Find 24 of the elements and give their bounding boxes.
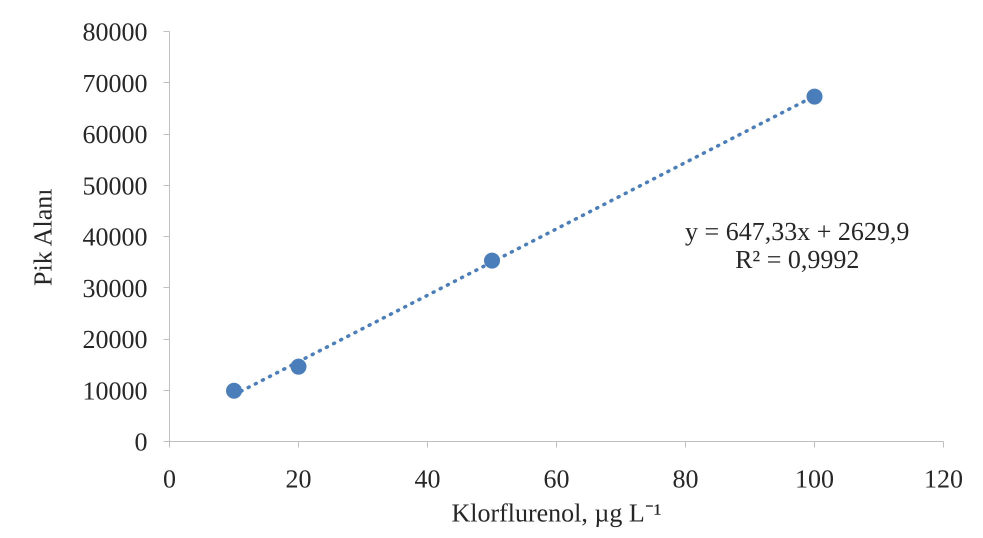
x-tick-label: 100 [795,464,834,494]
y-tick-label: 20000 [82,325,148,354]
y-tick-label: 40000 [82,222,148,252]
point [290,358,306,375]
annotation: R² = 0,9992 [735,244,860,274]
y-tick-label: 60000 [82,120,148,149]
point [484,252,500,269]
y-tick-label: 70000 [82,68,148,98]
x-tick-label: 40 [414,464,440,494]
x-tick-label: 20 [286,464,312,494]
x-tick-label: 0 [163,464,176,494]
y-tick-label: 0 [134,428,148,456]
annotation: y = 647,33x + 2629,9 [685,217,910,246]
point [806,88,822,105]
y-tick-label: 80000 [82,18,148,46]
x-tick-label: 80 [672,464,698,494]
x-tick-label: 60 [544,464,570,494]
y-tick-label: 30000 [82,274,148,303]
y-tick-label: 10000 [82,376,148,406]
x-tick-label: 120 [924,464,963,494]
x-axis-title: Klorflurenol, µg L⁻¹ [451,498,662,528]
y-axis-title: Pik Alanı [28,188,58,286]
point [226,382,242,399]
y-tick-label: 50000 [82,171,148,200]
